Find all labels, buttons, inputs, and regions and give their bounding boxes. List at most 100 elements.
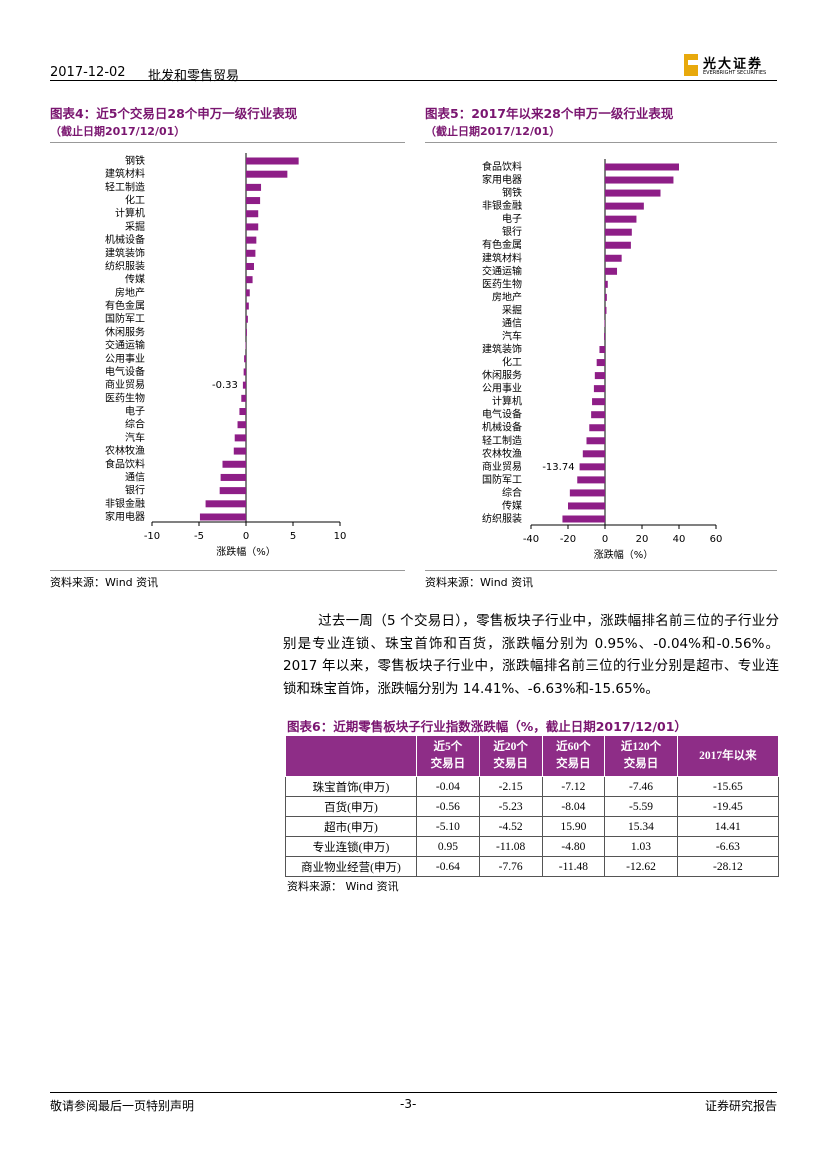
chart-source: 资料来源：Wind 资讯 <box>50 576 159 589</box>
category-label: 医药生物 <box>482 277 522 290</box>
table-row: 超市(申万) -5.10 -4.52 15.90 15.34 14.41 <box>285 816 780 837</box>
bar <box>233 447 246 455</box>
bar <box>246 276 253 284</box>
bar <box>605 202 644 210</box>
category-label: 综合 <box>502 486 522 499</box>
bar <box>246 249 256 257</box>
table-source: 资料来源： Wind 资讯 <box>287 880 399 893</box>
category-label: 商业贸易 <box>105 378 145 391</box>
chart: -10 -5 0 5 10 涨跌幅（%） 钢铁建筑材料轻工制造化工计算机采掘机械设备建筑装饰… <box>105 153 346 558</box>
category-label: 计算机 <box>492 395 522 408</box>
category-label: 机械设备 <box>482 421 522 434</box>
rule <box>425 570 777 571</box>
x-tick-label: 20 <box>636 534 649 545</box>
footer-right: 证券研究报告 <box>704 1099 777 1113</box>
category-label: 纺织服装 <box>105 259 145 272</box>
x-tick-label: 0 <box>602 534 608 545</box>
bar <box>589 424 605 432</box>
bar <box>246 315 248 323</box>
category-label: 农林牧渔 <box>105 444 145 457</box>
category-label: 建筑材料 <box>105 167 145 180</box>
category-label: 食品饮料 <box>105 457 145 470</box>
category-label: 通信 <box>502 317 522 329</box>
category-label: 非银金融 <box>482 199 522 212</box>
rule <box>50 570 405 571</box>
column-header-line: 近20个 <box>493 741 528 753</box>
logo-icon <box>684 54 698 76</box>
bar <box>239 408 246 416</box>
bar <box>246 157 299 165</box>
column-header-line: 近5个 <box>433 741 463 753</box>
category-label: 汽车 <box>502 329 522 342</box>
bar <box>605 254 622 262</box>
row-label: 专业连锁(申万) <box>285 836 417 857</box>
paragraph: 过去一周（5 个交易日），零售板块子行业中，涨跌幅排名前三位的子行业分别是专业连… <box>283 613 779 698</box>
bar <box>562 515 605 523</box>
table-row: 珠宝首饰(申万) -0.04 -2.15 -7.12 -7.46 -15.65 <box>285 776 780 797</box>
table-cell: -15.65 <box>676 776 780 797</box>
category-label: 综合 <box>125 418 145 431</box>
header-section: 批发和零售贸易 <box>148 69 240 84</box>
bar <box>568 502 605 510</box>
footer-left: 敬请参阅最后一页特别声明 <box>50 1099 195 1113</box>
category-label: 家用电器 <box>482 173 522 186</box>
table-row: 商业物业经营(申万) -0.64 -7.76 -11.48 -12.62 -28.12 <box>285 856 780 877</box>
column-header: 近60个 交易日 <box>541 735 606 777</box>
table-cell: 1.03 <box>604 836 678 857</box>
table-cell: -5.59 <box>604 796 678 817</box>
bar <box>246 183 262 191</box>
category-label: 休闲服务 <box>105 325 145 338</box>
bar <box>246 223 259 231</box>
bar <box>246 210 259 218</box>
bar <box>220 473 246 481</box>
category-label: 采掘 <box>125 220 145 233</box>
table-cell: 0.95 <box>416 836 480 857</box>
category-label: 传媒 <box>125 274 145 286</box>
bar <box>582 450 605 458</box>
category-label: 交通运输 <box>105 339 145 352</box>
rule <box>425 142 777 143</box>
table-cell: -8.04 <box>541 796 606 817</box>
column-header-line: 近60个 <box>556 741 591 753</box>
table-cell: -5.10 <box>416 816 480 837</box>
table-cell: -0.64 <box>416 856 480 877</box>
category-label: 房地产 <box>115 286 145 299</box>
bar <box>243 368 246 376</box>
bar <box>605 267 618 275</box>
bar <box>586 437 605 445</box>
x-tick-label: 0 <box>243 531 249 542</box>
row-label: 超市(申万) <box>285 816 417 837</box>
column-header-line: 交易日 <box>493 758 528 770</box>
column-header-line: 近120个 <box>620 741 662 753</box>
column-header-line: 交易日 <box>430 758 466 770</box>
bar <box>199 513 246 521</box>
bar <box>244 355 246 363</box>
table-cell: -2.15 <box>478 776 543 797</box>
row-label: 珠宝首饰(申万) <box>285 776 417 797</box>
category-label: 钢铁 <box>125 154 145 167</box>
table-row: 专业连锁(申万) 0.95 -11.08 -4.80 1.03 -6.63 <box>285 836 780 857</box>
bar <box>234 434 246 442</box>
table-cell: 15.90 <box>541 816 606 837</box>
bar <box>242 381 246 389</box>
table-cell: -7.12 <box>541 776 606 797</box>
bar <box>222 460 246 468</box>
category-label: 银行 <box>125 484 145 497</box>
category-label: 建筑装饰 <box>105 246 145 259</box>
chart-title: 图表5：2017年以来28个申万一级行业表现 <box>425 106 674 121</box>
column-header: 近120个 交易日 <box>604 735 678 777</box>
bar <box>577 476 605 484</box>
bar <box>592 398 605 406</box>
bar <box>605 228 632 236</box>
bar <box>246 289 250 297</box>
column-header-line: 2017年以来 <box>699 749 757 762</box>
bar <box>579 463 605 471</box>
bar <box>246 302 249 310</box>
category-label: 医药生物 <box>105 391 145 404</box>
value-label: -0.33 <box>212 380 238 391</box>
table-cell: -12.62 <box>604 856 678 877</box>
column-header: 近20个交易日 <box>478 735 543 777</box>
table-cell: -4.52 <box>478 816 543 837</box>
table-cell: -5.23 <box>478 796 543 817</box>
